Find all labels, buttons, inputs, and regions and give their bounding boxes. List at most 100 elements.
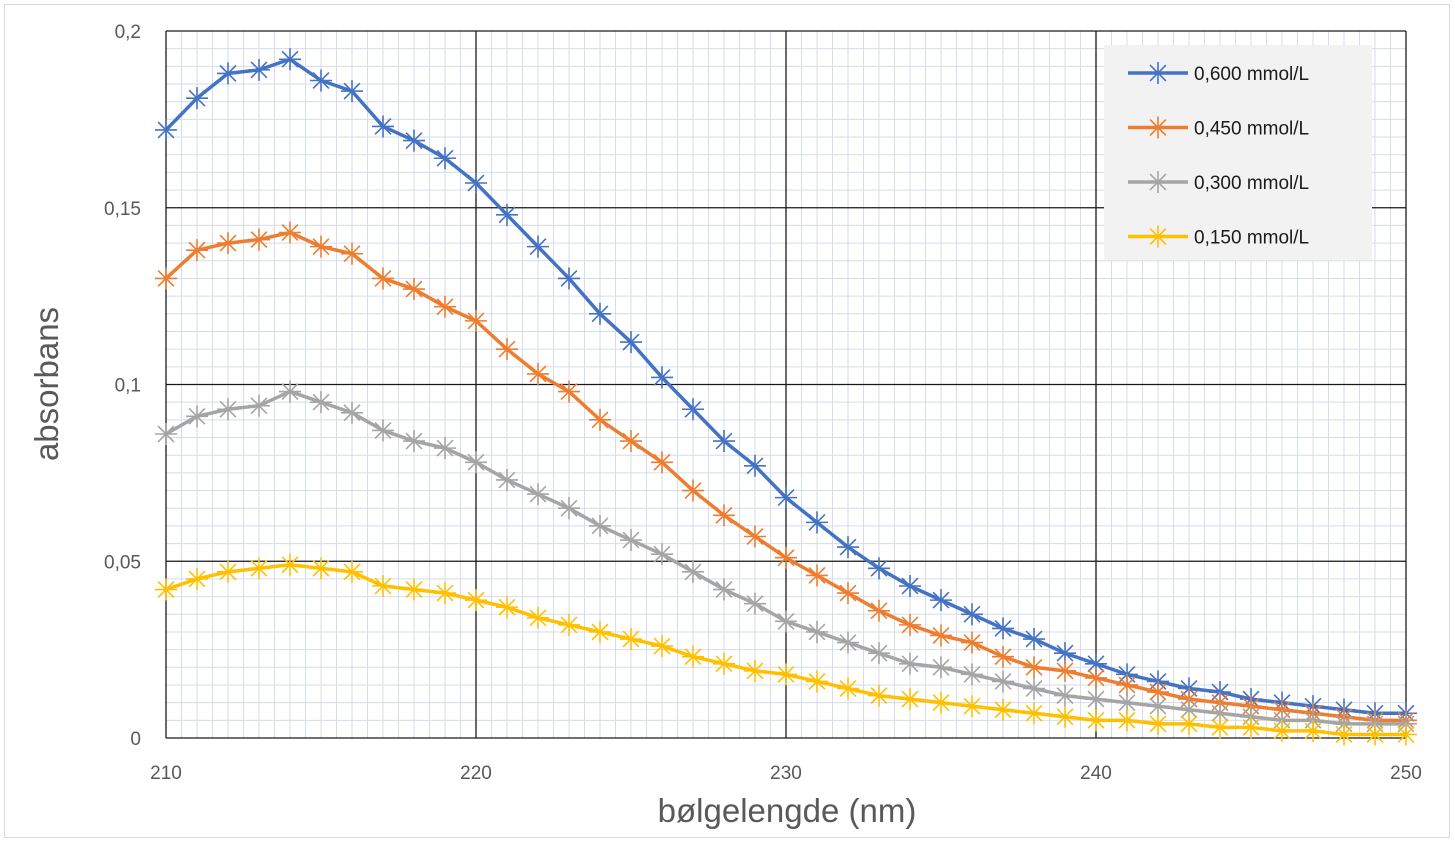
data-point-marker xyxy=(341,242,363,265)
data-point-marker xyxy=(1147,695,1169,718)
y-tick-label: 0,05 xyxy=(104,552,141,573)
legend-box xyxy=(1104,45,1372,260)
data-point-marker xyxy=(961,631,983,654)
data-point-marker xyxy=(279,553,301,576)
data-point-marker xyxy=(651,366,673,389)
data-point-marker xyxy=(930,656,952,679)
data-point-marker xyxy=(992,698,1014,721)
data-point-marker xyxy=(1085,652,1107,675)
data-point-marker xyxy=(775,546,797,569)
data-point-marker xyxy=(1085,688,1107,711)
y-axis-title: absorbans xyxy=(28,307,65,461)
data-point-marker xyxy=(837,582,859,605)
data-point-marker xyxy=(341,401,363,424)
data-point-marker xyxy=(186,567,208,590)
y-axis-tick-labels: 0 0,05 0,1 0,15 0,2 xyxy=(104,22,141,750)
legend: 0,600 mmol/L 0,450 mmol/L 0,300 mmol/L 0,15… xyxy=(1104,45,1372,260)
data-point-marker xyxy=(527,235,549,258)
data-point-marker xyxy=(310,235,332,258)
data-point-marker xyxy=(713,578,735,601)
series-0-600-mmol-l xyxy=(155,48,1417,725)
data-point-marker xyxy=(1085,666,1107,689)
y-tick-label: 0,2 xyxy=(115,22,141,43)
data-point-marker xyxy=(1054,642,1076,665)
data-point-marker xyxy=(620,430,642,453)
data-point-marker xyxy=(589,408,611,431)
data-point-marker xyxy=(248,228,270,251)
data-point-marker xyxy=(155,578,177,601)
data-point-marker xyxy=(837,631,859,654)
data-point-marker xyxy=(155,422,177,445)
data-point-marker xyxy=(775,610,797,633)
data-point-marker xyxy=(868,642,890,665)
data-point-marker xyxy=(806,670,828,693)
data-point-marker xyxy=(1147,681,1169,704)
data-point-marker xyxy=(713,652,735,675)
data-point-marker xyxy=(651,543,673,566)
data-point-marker xyxy=(186,87,208,110)
data-point-marker xyxy=(496,203,518,226)
data-point-marker xyxy=(1054,705,1076,728)
legend-label: 0,600 mmol/L xyxy=(1194,64,1309,85)
data-point-marker xyxy=(899,652,921,675)
data-point-marker xyxy=(217,560,239,583)
series-layer xyxy=(155,48,1417,746)
data-point-marker xyxy=(310,391,332,414)
data-point-marker xyxy=(1271,719,1293,742)
data-point-marker xyxy=(992,617,1014,640)
legend-entry: 0,150 mmol/L xyxy=(1128,225,1309,249)
series-0-150-mmol-l xyxy=(155,553,1417,746)
legend-label: 0,450 mmol/L xyxy=(1194,119,1309,140)
data-point-marker xyxy=(1209,702,1231,725)
data-point-marker xyxy=(527,362,549,385)
data-point-marker xyxy=(1333,723,1355,746)
data-point-marker xyxy=(1147,116,1169,139)
data-point-marker xyxy=(899,574,921,597)
data-point-marker xyxy=(403,129,425,152)
data-point-marker xyxy=(527,483,549,506)
legend-label: 0,150 mmol/L xyxy=(1194,228,1309,249)
data-point-marker xyxy=(217,62,239,85)
data-point-marker xyxy=(1054,684,1076,707)
data-point-marker xyxy=(465,309,487,332)
x-tick-label: 230 xyxy=(770,763,802,784)
data-point-marker xyxy=(775,486,797,509)
data-point-marker xyxy=(217,232,239,255)
legend-entry: 0,600 mmol/L xyxy=(1128,62,1309,85)
data-point-marker xyxy=(992,670,1014,693)
data-point-marker xyxy=(744,454,766,477)
data-point-marker xyxy=(1240,716,1262,739)
data-point-marker xyxy=(558,497,580,520)
data-point-marker xyxy=(1116,709,1138,732)
data-point-marker xyxy=(372,419,394,442)
data-point-marker xyxy=(403,278,425,301)
data-point-marker xyxy=(744,592,766,615)
data-point-marker xyxy=(1147,225,1169,248)
data-point-marker xyxy=(1395,723,1417,746)
x-axis-tick-labels: 210 220 230 240 250 xyxy=(150,763,1422,784)
data-point-marker xyxy=(744,659,766,682)
data-point-marker xyxy=(558,380,580,403)
data-point-marker xyxy=(372,115,394,138)
data-point-marker xyxy=(186,239,208,262)
data-point-marker xyxy=(961,603,983,626)
data-point-marker xyxy=(465,589,487,612)
data-point-marker xyxy=(682,398,704,421)
legend-entry: 0,450 mmol/L xyxy=(1128,116,1309,140)
data-point-marker xyxy=(372,267,394,290)
data-point-marker xyxy=(930,624,952,647)
data-point-marker xyxy=(744,525,766,548)
data-point-marker xyxy=(1209,716,1231,739)
data-point-marker xyxy=(434,437,456,460)
data-point-marker xyxy=(465,451,487,474)
data-point-marker xyxy=(310,557,332,580)
x-tick-label: 250 xyxy=(1390,763,1422,784)
data-point-marker xyxy=(620,628,642,651)
data-point-marker xyxy=(341,80,363,103)
data-point-marker xyxy=(558,267,580,290)
data-point-marker xyxy=(434,295,456,318)
data-point-marker xyxy=(310,69,332,92)
data-point-marker xyxy=(589,620,611,643)
data-point-marker xyxy=(868,684,890,707)
